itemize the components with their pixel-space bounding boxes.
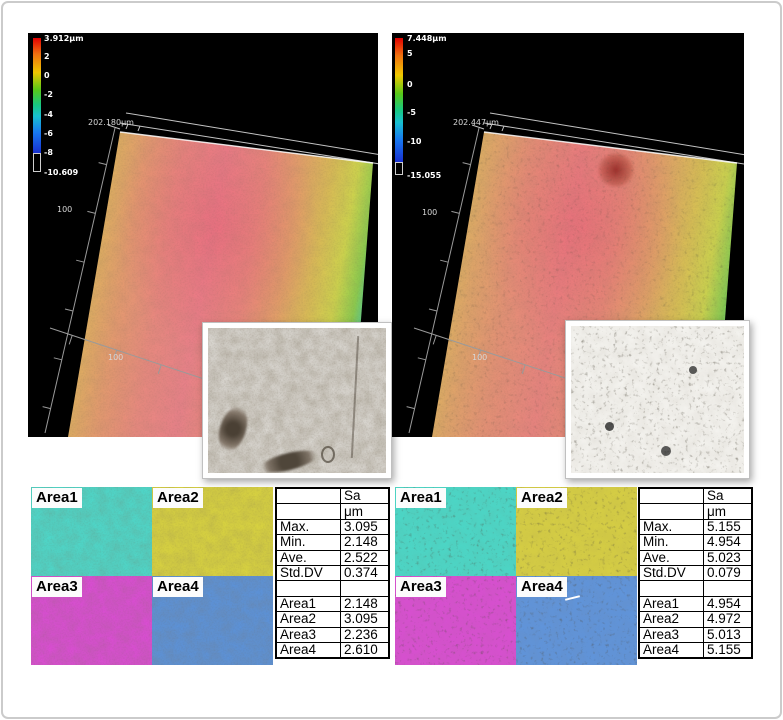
sa-table-right: Sa μm Max. 5.155 Min. 4.954 Ave. 5.023 Std.… — [638, 487, 753, 660]
area4-label: Area4 — [153, 577, 203, 597]
area-overlay-left: Area1 Area2 Area3 Area4 — [31, 487, 273, 665]
colorbar-tick: 0 — [407, 80, 413, 89]
area1-label: Area1 — [32, 488, 82, 508]
area-overlay-right: Area1 Area2 Area3 Area4 — [395, 487, 637, 665]
colorbar-max-label: 3.912μm — [44, 34, 84, 43]
dark-inclusion — [213, 403, 253, 455]
colorbar-tick: -2 — [44, 90, 53, 99]
micrograph-inset-right — [565, 320, 750, 479]
colorbar-tick: -8 — [44, 148, 53, 157]
area4-label: Area4 — [517, 577, 567, 597]
height-colorbar-right — [395, 38, 403, 162]
colorbar-tick: -4 — [44, 110, 53, 119]
area2-label: Area2 — [153, 488, 203, 508]
area3-region: Area3 — [31, 576, 152, 665]
width-axis-label: 202.447μm — [453, 118, 499, 127]
area1-label: Area1 — [396, 488, 446, 508]
area1-region: Area1 — [395, 487, 516, 576]
area1-region: Area1 — [31, 487, 152, 576]
dark-particle — [605, 422, 614, 431]
colorbar-extension — [33, 153, 41, 172]
left-axis-tick-label: 100 — [422, 208, 438, 217]
bottom-axis-tick-label: 100 — [472, 353, 488, 362]
area4-region: Area4 — [516, 576, 637, 665]
colorbar-min-label: -10.609 — [44, 168, 79, 177]
area3-region: Area3 — [395, 576, 516, 665]
colorbar-tick: 2 — [44, 52, 50, 61]
area2-region: Area2 — [516, 487, 637, 576]
colorbar-tick: -5 — [407, 108, 416, 117]
area2-label: Area2 — [517, 488, 567, 508]
area3-label: Area3 — [396, 577, 446, 597]
left-axis-tick-label: 100 — [57, 205, 73, 214]
bottom-axis-tick-label: 100 — [108, 353, 124, 362]
ring-feature — [321, 446, 335, 463]
micrograph-image — [571, 326, 744, 473]
dark-particle — [689, 366, 697, 374]
vertical-scratch — [350, 336, 360, 458]
area4-region: Area4 — [152, 576, 273, 665]
dark-particle-cluster — [597, 153, 635, 187]
colorbar-tick: -6 — [44, 129, 53, 138]
micrograph-inset-left — [202, 322, 392, 479]
dark-particle — [661, 446, 671, 456]
sa-unit: μm — [340, 503, 390, 520]
colorbar-extension — [395, 162, 403, 175]
area3-label: Area3 — [32, 577, 82, 597]
sa-table-left: Sa μm Max. 3.095 Min. 2.148 Ave. 2.522 Std.… — [275, 487, 390, 660]
micrograph-texture — [571, 326, 744, 473]
colorbar-tick: 0 — [44, 71, 50, 80]
colorbar-tick: -10 — [407, 137, 422, 146]
micrograph-image — [208, 328, 386, 473]
width-axis-label: 202.180μm — [88, 118, 134, 127]
area2-region: Area2 — [152, 487, 273, 576]
sa-header: Sa — [340, 487, 390, 505]
height-colorbar-left — [33, 38, 41, 153]
sa-header: Sa — [703, 487, 753, 505]
colorbar-tick: 5 — [407, 49, 413, 58]
dark-inclusion — [258, 446, 320, 473]
colorbar-min-label: -15.055 — [407, 171, 442, 180]
sa-unit: μm — [703, 503, 753, 520]
colorbar-max-label: 7.448μm — [407, 34, 447, 43]
